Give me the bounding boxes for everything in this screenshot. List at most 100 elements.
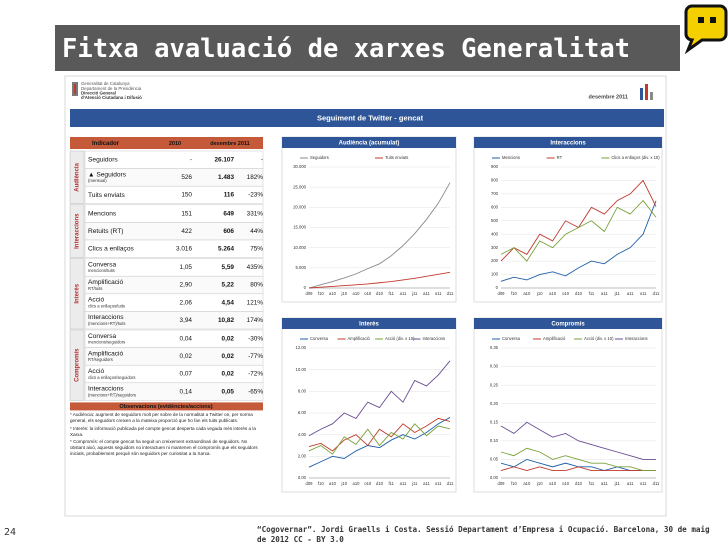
speech-bubble-icon — [684, 4, 728, 55]
chart-title-bar — [474, 137, 662, 148]
x-tick-label: a11 — [400, 291, 407, 296]
x-tick-label: j10 — [536, 481, 543, 486]
row-sublabel: RT/seguidors — [88, 357, 113, 362]
chart-title: Interès — [359, 321, 379, 327]
row-value: -65% — [248, 388, 263, 395]
section-strip — [69, 150, 85, 205]
row-value: 0,02 — [222, 353, 235, 360]
row-value: -30% — [248, 335, 263, 342]
row-value: 121% — [247, 299, 264, 306]
chart-frame — [473, 136, 663, 303]
y-tick-label: 5.000 — [296, 265, 307, 270]
chart-frame — [281, 317, 457, 493]
x-tick-label: d09 — [498, 481, 506, 486]
section-strip — [69, 258, 85, 330]
y-tick-label: 0.05 — [490, 457, 499, 462]
y-tick-label: 4.00 — [298, 432, 307, 437]
x-tick-label: a11 — [423, 481, 430, 486]
legend-label: Interaccions — [423, 336, 446, 341]
y-tick-label: 900 — [491, 164, 499, 169]
x-tick-label: a11 — [627, 291, 634, 296]
x-tick-label: d11 — [653, 481, 660, 486]
legend-label: Acció (div. x 10) — [385, 336, 415, 341]
x-tick-label: d10 — [575, 291, 583, 296]
x-tick-label: d10 — [575, 481, 583, 486]
chart-frame — [281, 136, 457, 303]
x-tick-label: j11 — [411, 291, 418, 296]
row-sublabel: mencions/seguidors — [88, 340, 125, 345]
section-label: Interaccions — [75, 213, 81, 249]
y-tick-label: 0.15 — [490, 419, 499, 424]
row-label: Interaccions — [88, 314, 124, 321]
chart-title-bar — [282, 137, 456, 148]
row-value: 331% — [247, 210, 264, 217]
y-tick-label: 0.10 — [490, 438, 499, 443]
row-value: 0,07 — [180, 371, 193, 378]
series-line — [308, 417, 451, 468]
x-tick-label: a11 — [601, 481, 608, 486]
row-value: 2,06 — [180, 299, 193, 306]
series-line — [500, 447, 656, 472]
row-value: 0,02 — [180, 353, 193, 360]
title-bar — [55, 25, 680, 71]
x-tick-label: o10 — [562, 481, 570, 486]
logo-mark — [74, 84, 76, 94]
report-date: desembre 2011 — [589, 94, 628, 100]
x-tick-label: d09 — [306, 291, 314, 296]
row-sublabel: (mencions+RT)/seguidors — [88, 392, 136, 397]
series-line — [308, 423, 451, 455]
row-value: 526 — [181, 174, 192, 181]
row-label: Tuits enviats — [88, 192, 125, 199]
date-icon — [640, 84, 653, 100]
y-tick-label: 6.00 — [298, 410, 307, 415]
x-tick-label: o11 — [435, 291, 442, 296]
row-sublabel: clics a enllaços/tuits — [88, 303, 125, 308]
footer: “Cogovernar”. Jordi Graells i Costa. Ses… — [257, 525, 710, 544]
row-label: ▲ Seguidors — [88, 171, 127, 178]
row-value: 75% — [250, 245, 263, 252]
row-value: 435% — [247, 264, 264, 271]
row-label: Mencions — [88, 210, 117, 217]
x-tick-label: o10 — [364, 291, 372, 296]
x-tick-label: a11 — [627, 481, 634, 486]
org-line: Generalitat de Catalunya — [81, 81, 130, 86]
x-tick-label: f11 — [388, 291, 394, 296]
row-label: Retuits (RT) — [88, 228, 123, 235]
y-tick-label: 12.00 — [296, 345, 307, 350]
series-line — [500, 200, 657, 282]
section-strip — [69, 329, 85, 401]
x-tick-label: f10 — [318, 481, 324, 486]
row-value: 1.483 — [218, 174, 234, 181]
x-tick-label: d09 — [306, 481, 314, 486]
row-value: 182% — [247, 174, 264, 181]
legend-label: Amplificació — [348, 336, 371, 341]
row-value: 5,22 — [222, 282, 235, 289]
y-tick-label: 800 — [491, 178, 499, 183]
observation-item: * Audiència: augment de seguidors molt p… — [70, 412, 253, 424]
row-label: Conversa — [88, 261, 117, 268]
row-value: 5,59 — [222, 264, 235, 271]
observation-item: * Compromís: el compte gencat ha seguit … — [70, 439, 258, 457]
row-value: 649 — [223, 210, 234, 217]
row-label: Acció — [88, 368, 104, 375]
row-value: 0,02 — [222, 371, 235, 378]
x-tick-label: d11 — [447, 481, 454, 486]
chart-title-bar — [282, 318, 456, 329]
chart-frame — [473, 317, 663, 493]
y-tick-label: 400 — [491, 231, 499, 236]
x-tick-label: j11 — [614, 291, 621, 296]
row-label: Amplificació — [88, 350, 124, 357]
row-value: 80% — [250, 282, 263, 289]
row-value: 174% — [247, 317, 264, 324]
y-tick-label: 0.00 — [298, 475, 307, 480]
y-tick-label: 0 — [304, 285, 307, 290]
x-tick-label: o10 — [364, 481, 372, 486]
x-tick-label: j11 — [614, 481, 621, 486]
x-tick-label: a10 — [549, 481, 557, 486]
y-tick-label: 300 — [491, 245, 499, 250]
x-tick-label: o10 — [562, 291, 570, 296]
row-value: 116 — [224, 192, 235, 199]
y-tick-label: 0.00 — [490, 475, 499, 480]
series-line — [308, 271, 451, 289]
